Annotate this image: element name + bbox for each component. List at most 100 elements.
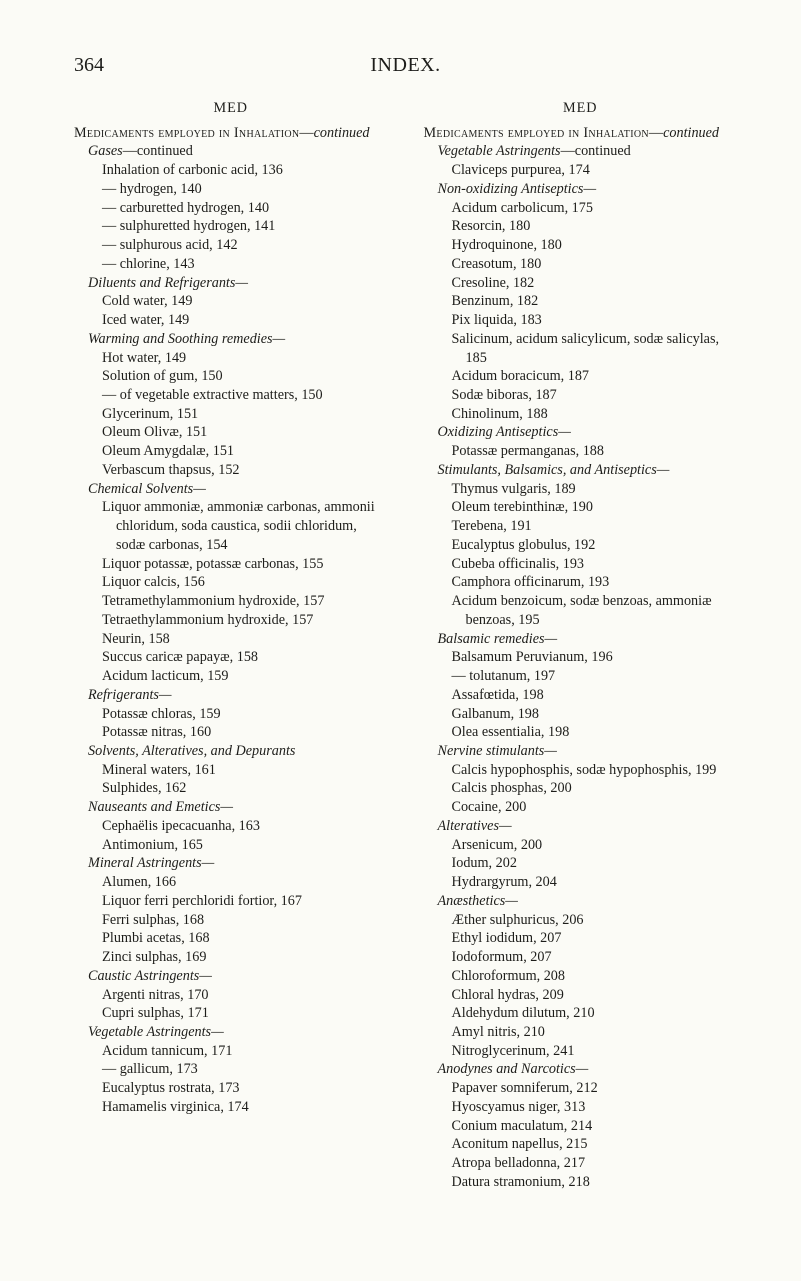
index-entry: Cephaëlis ipecacuanha, 163	[74, 817, 388, 836]
index-entry: Eucalyptus rostrata, 173	[74, 1079, 388, 1098]
index-entry: Liquor ferri perchloridi fortior, 167	[74, 892, 388, 911]
index-entry: Hyoscyamus niger, 313	[424, 1098, 738, 1117]
index-entry: Balsamic remedies—	[424, 630, 738, 649]
index-entry: Vegetable Astringents—	[74, 1023, 388, 1042]
index-entry: Inhalation of carbonic acid, 136	[74, 161, 388, 180]
index-entry: Cubeba officinalis, 193	[424, 555, 738, 574]
index-entry: Æther sulphuricus, 206	[424, 911, 738, 930]
index-entry: Neurin, 158	[74, 630, 388, 649]
index-entry: Papaver somniferum, 212	[424, 1079, 738, 1098]
index-entry: Calcis phosphas, 200	[424, 779, 738, 798]
index-entry: Acidum carbolicum, 175	[424, 199, 738, 218]
running-head: 364 INDEX. 364	[74, 54, 737, 77]
index-entry: — of vegetable extractive matters, 150	[74, 386, 388, 405]
index-entry: Stimulants, Balsamics, and Antiseptics—	[424, 461, 738, 480]
index-entry: Acidum benzoicum, sodæ benzoas, ammoniæ …	[424, 592, 738, 629]
index-entry: Chloral hydras, 209	[424, 986, 738, 1005]
index-entry: Gases—continued	[74, 142, 388, 161]
index-entry: Liquor calcis, 156	[74, 573, 388, 592]
index-entry: Claviceps purpurea, 174	[424, 161, 738, 180]
page-number: 364	[74, 54, 104, 77]
index-entry: Potassæ chloras, 159	[74, 705, 388, 724]
index-entry: Refrigerants—	[74, 686, 388, 705]
index-entry: Hydrargyrum, 204	[424, 873, 738, 892]
index-entry: Iced water, 149	[74, 311, 388, 330]
index-entry: Liquor potassæ, potassæ carbonas, 155	[74, 555, 388, 574]
index-entry: Caustic Astringents—	[74, 967, 388, 986]
index-entry: Aconitum napellus, 215	[424, 1135, 738, 1154]
index-entry: Chinolinum, 188	[424, 405, 738, 424]
index-entry: Tetraethylammonium hydroxide, 157	[74, 611, 388, 630]
index-entry: Verbascum thapsus, 152	[74, 461, 388, 480]
index-entry: Anodynes and Narcotics—	[424, 1060, 738, 1079]
index-entry: Atropa belladonna, 217	[424, 1154, 738, 1173]
index-entry: Oxidizing Antiseptics—	[424, 423, 738, 442]
index-entry: Balsamum Peruvianum, 196	[424, 648, 738, 667]
index-entry: Nervine stimulants—	[424, 742, 738, 761]
index-entry: Solution of gum, 150	[74, 367, 388, 386]
index-entry: Benzinum, 182	[424, 292, 738, 311]
column-header-left: MED	[74, 99, 388, 118]
index-entry: Warming and Soothing remedies—	[74, 330, 388, 349]
index-entry: Medicaments employed in Inhalation—conti…	[424, 124, 738, 143]
columns: MED Medicaments employed in Inhalation—c…	[74, 99, 737, 1192]
index-entry: Thymus vulgaris, 189	[424, 480, 738, 499]
right-entries: Medicaments employed in Inhalation—conti…	[424, 124, 738, 1192]
index-entry: — gallicum, 173	[74, 1060, 388, 1079]
index-entry: Oleum Olivæ, 151	[74, 423, 388, 442]
index-entry: Anæsthetics—	[424, 892, 738, 911]
index-entry: Alumen, 166	[74, 873, 388, 892]
index-entry: — hydrogen, 140	[74, 180, 388, 199]
left-column: MED Medicaments employed in Inhalation—c…	[74, 99, 388, 1192]
index-entry: Medicaments employed in Inhalation—conti…	[74, 124, 388, 143]
index-entry: Camphora officinarum, 193	[424, 573, 738, 592]
index-entry: Nauseants and Emetics—	[74, 798, 388, 817]
index-title: INDEX.	[370, 54, 440, 77]
index-entry: Non-oxidizing Antiseptics—	[424, 180, 738, 199]
index-entry: Assafœtida, 198	[424, 686, 738, 705]
index-entry: Potassæ nitras, 160	[74, 723, 388, 742]
left-entries: Medicaments employed in Inhalation—conti…	[74, 124, 388, 1117]
index-entry: Nitroglycerinum, 241	[424, 1042, 738, 1061]
index-entry: Acidum lacticum, 159	[74, 667, 388, 686]
index-entry: Iodoformum, 207	[424, 948, 738, 967]
index-entry: Potassæ permanganas, 188	[424, 442, 738, 461]
index-entry: — carburetted hydrogen, 140	[74, 199, 388, 218]
index-entry: Datura stramonium, 218	[424, 1173, 738, 1192]
index-entry: Resorcin, 180	[424, 217, 738, 236]
index-entry: — tolutanum, 197	[424, 667, 738, 686]
index-entry: Cresoline, 182	[424, 274, 738, 293]
page: 364 INDEX. 364 MED Medicaments employed …	[0, 0, 801, 1281]
index-entry: Mineral waters, 161	[74, 761, 388, 780]
index-entry: Hydroquinone, 180	[424, 236, 738, 255]
index-entry: Aldehydum dilutum, 210	[424, 1004, 738, 1023]
index-entry: Creasotum, 180	[424, 255, 738, 274]
index-entry: Iodum, 202	[424, 854, 738, 873]
index-entry: Cocaine, 200	[424, 798, 738, 817]
index-entry: Glycerinum, 151	[74, 405, 388, 424]
index-entry: Arsenicum, 200	[424, 836, 738, 855]
index-entry: Sodæ biboras, 187	[424, 386, 738, 405]
index-entry: Acidum tannicum, 171	[74, 1042, 388, 1061]
index-entry: Terebena, 191	[424, 517, 738, 536]
index-entry: Ethyl iodidum, 207	[424, 929, 738, 948]
index-entry: Mineral Astringents—	[74, 854, 388, 873]
index-entry: Hamamelis virginica, 174	[74, 1098, 388, 1117]
index-entry: Chemical Solvents—	[74, 480, 388, 499]
index-entry: Argenti nitras, 170	[74, 986, 388, 1005]
index-entry: Cupri sulphas, 171	[74, 1004, 388, 1023]
index-entry: Vegetable Astringents—continued	[424, 142, 738, 161]
index-entry: Oleum terebinthinæ, 190	[424, 498, 738, 517]
index-entry: Cold water, 149	[74, 292, 388, 311]
index-entry: Salicinum, acidum salicylicum, sodæ sali…	[424, 330, 738, 367]
index-entry: Solvents, Alteratives, and Depurants	[74, 742, 388, 761]
index-entry: Diluents and Refrigerants—	[74, 274, 388, 293]
index-entry: Tetramethylammonium hydroxide, 157	[74, 592, 388, 611]
index-entry: Ferri sulphas, 168	[74, 911, 388, 930]
index-entry: — sulphurous acid, 142	[74, 236, 388, 255]
index-entry: Plumbi acetas, 168	[74, 929, 388, 948]
index-entry: Antimonium, 165	[74, 836, 388, 855]
index-entry: Galbanum, 198	[424, 705, 738, 724]
index-entry: Succus caricæ papayæ, 158	[74, 648, 388, 667]
index-entry: Pix liquida, 183	[424, 311, 738, 330]
